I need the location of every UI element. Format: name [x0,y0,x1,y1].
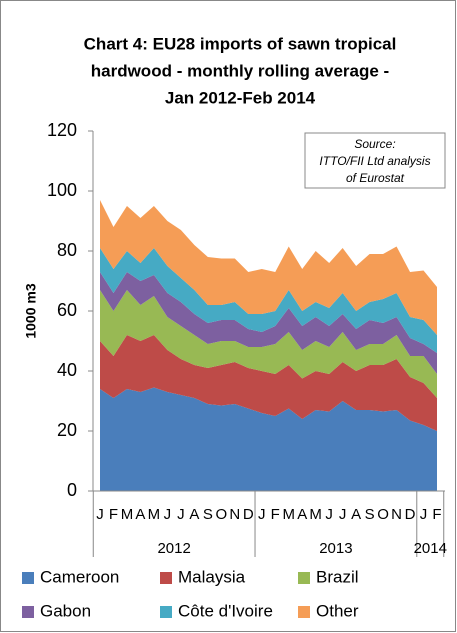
y-tick-label: 0 [67,480,77,500]
legend-label: Gabon [40,601,91,620]
x-tick-label: A [351,506,361,523]
y-tick-label: 100 [47,180,77,200]
x-group-label: 2014 [414,540,447,557]
y-tick-label: 120 [47,120,77,140]
legend-label: Brazil [316,567,359,586]
x-tick-label: J [339,506,347,523]
x-tick-label: J [258,506,266,523]
x-group-label: 2012 [157,540,190,557]
x-tick-label: M [121,506,134,523]
y-tick-label: 80 [57,240,77,260]
x-tick-label: F [109,506,118,523]
x-tick-label: J [420,506,428,523]
x-tick-label: S [203,506,213,523]
annotation: Source: [354,137,395,151]
y-tick-label: 20 [57,420,77,440]
x-tick-label: J [177,506,185,523]
annotation: of Eurostat [346,171,405,185]
legend-label: Malaysia [178,567,246,586]
x-tick-label: F [271,506,280,523]
y-tick-label: 60 [57,300,77,320]
legend-swatch [298,606,310,618]
area [100,387,437,491]
legend-swatch [298,572,310,584]
y-tick-label: 40 [57,360,77,380]
chart-title: hardwood - monthly rolling average - [91,61,389,80]
legend-label: Cameroon [40,567,119,586]
annotation-box [304,132,446,189]
area [100,272,437,374]
x-tick-label: F [432,506,441,523]
x-tick-label: D [405,506,416,523]
area [100,248,437,353]
x-tick-label: O [377,506,389,523]
chart-title: Jan 2012-Feb 2014 [165,88,316,107]
legend-swatch [160,572,172,584]
annotation: ITTO/FII Ltd analysis [319,154,430,168]
legend-label: Côte d'Ivoire [178,601,273,620]
y-axis-label: 1000 m3 [23,283,39,338]
legend-swatch [22,572,34,584]
x-group-label: 2013 [319,540,352,557]
x-tick-label: A [297,506,307,523]
x-tick-label: A [189,506,199,523]
chart-title: Chart 4: EU28 imports of sawn tropical [84,34,397,53]
legend-swatch [160,606,172,618]
x-tick-label: N [391,506,402,523]
x-tick-label: S [365,506,375,523]
x-tick-label: A [135,506,145,523]
x-tick-label: M [282,506,295,523]
x-tick-label: M [309,506,322,523]
area [100,200,437,335]
x-tick-label: O [215,506,227,523]
x-tick-label: D [243,506,254,523]
x-tick-label: M [148,506,161,523]
x-tick-label: J [325,506,333,523]
legend-label: Other [316,601,359,620]
x-tick-label: J [164,506,172,523]
area [100,335,437,431]
legend-swatch [22,606,34,618]
x-tick-label: N [229,506,240,523]
x-tick-label: J [96,506,104,523]
